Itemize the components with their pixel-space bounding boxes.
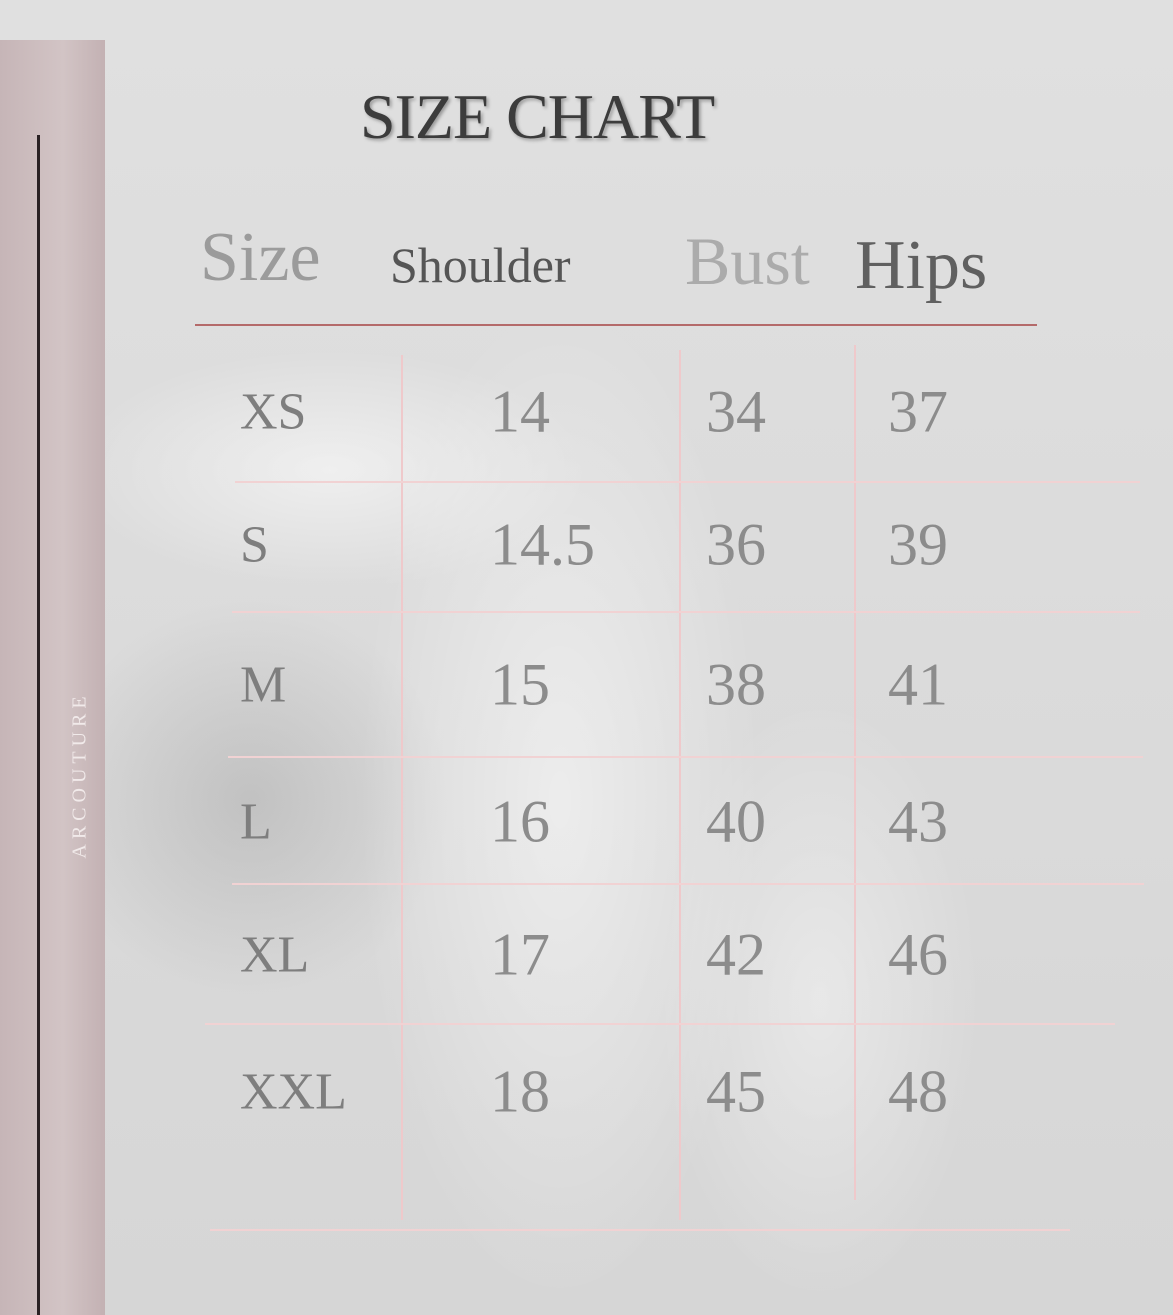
cell-bust: 40 [706,788,766,855]
cell-size: XL [240,926,310,984]
cell-bust: 36 [706,511,766,578]
page-title: SIZE CHART [360,81,715,152]
brand-label: ARCOUTURE [68,691,91,859]
grid-col-line [679,350,681,1220]
grid-row-line [228,756,1143,758]
header-shoulder: Shoulder [390,237,571,293]
cell-size: L [240,793,272,851]
grid-col-line [854,345,856,1200]
cell-hips: 41 [888,651,948,718]
cell-hips: 48 [888,1058,948,1125]
cell-hips: 43 [888,788,948,855]
cell-shoulder: 14.5 [490,511,595,578]
grid-row-line [232,883,1144,885]
grid-col-line [401,355,403,1220]
header-size: Size [200,219,321,296]
cell-bust: 42 [706,921,766,988]
side-strip [0,40,105,1315]
grid-row-line [210,1229,1070,1231]
grid-row-line [235,481,1140,483]
cell-size: XXL [240,1063,347,1121]
cell-shoulder: 14 [490,378,550,445]
cell-size: S [240,516,269,574]
cell-bust: 34 [706,378,766,445]
cell-shoulder: 16 [490,788,550,855]
cell-hips: 37 [888,378,948,445]
header-underline [195,324,1037,326]
cell-bust: 45 [706,1058,766,1125]
grid-row-line [205,1023,1115,1025]
header-hips: Hips [855,227,988,304]
cell-hips: 39 [888,511,948,578]
cell-shoulder: 18 [490,1058,550,1125]
cell-bust: 38 [706,651,766,718]
grid-row-line [232,611,1140,613]
cell-shoulder: 17 [490,921,550,988]
cell-shoulder: 15 [490,651,550,718]
header-bust: Bust [685,223,810,299]
cell-size: M [240,656,287,714]
cell-hips: 46 [888,921,948,988]
cell-size: XS [240,383,307,441]
side-divider-line [37,135,40,1315]
